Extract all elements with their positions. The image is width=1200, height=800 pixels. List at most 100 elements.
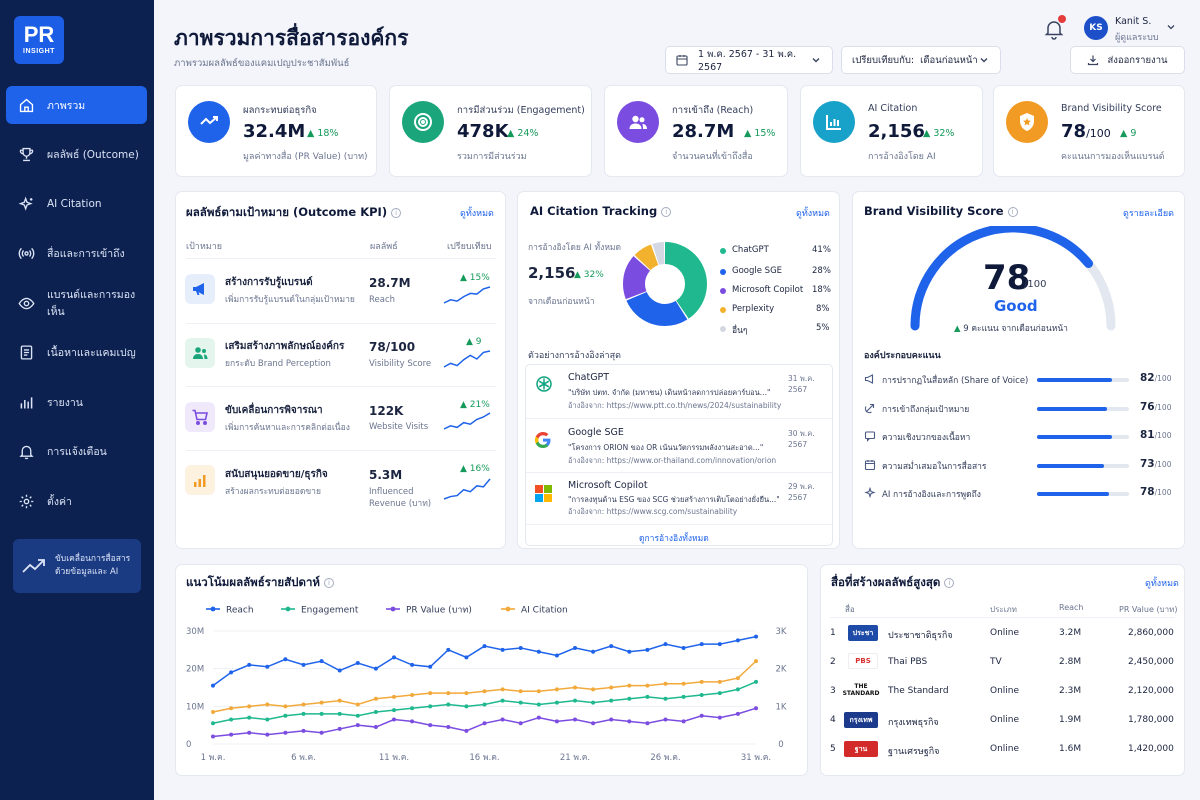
x-tick: 11 พ.ค. <box>379 753 409 763</box>
stat-label: การเข้าถึง (Reach) <box>672 105 754 116</box>
y-tick-right: 2K <box>776 665 787 675</box>
series-point <box>645 683 650 688</box>
series-point <box>482 721 487 726</box>
chevron-down-icon[interactable] <box>1166 22 1176 32</box>
series-point <box>410 719 415 724</box>
kpi-row-value: 122K <box>369 404 404 418</box>
media-rank: 1 <box>830 628 836 638</box>
series-point <box>211 734 215 739</box>
stat-icon-bg <box>617 101 659 143</box>
citation-donut-chart <box>623 242 707 326</box>
citation-view-all-link[interactable]: ดูทั้งหมด <box>796 209 830 219</box>
series-point <box>627 719 632 724</box>
sidebar-item-label: ภาพรวม <box>47 99 86 112</box>
bar-chart-icon <box>826 115 841 130</box>
stat-change: ▲ 18% <box>307 128 339 139</box>
calendar-icon <box>864 460 876 471</box>
sidebar-item-overview[interactable]: ภาพรวม <box>6 86 147 124</box>
stat-sub: มูลค่าทางสื่อ (PR Value) (บาท) <box>243 152 368 162</box>
series-point <box>373 709 378 714</box>
table-row[interactable]: 1 ประชา ประชาชาติธุรกิจ Online 3.2M 2,86… <box>828 620 1176 646</box>
citation-example-item[interactable]: ChatGPT 31 พ.ค. 2567 "บริษัท ปตท. จำกัด … <box>526 366 832 420</box>
sidebar-item-settings[interactable]: ตั้งค่า <box>6 482 147 520</box>
user-role: ผู้ดูแลระบบ <box>1115 33 1159 43</box>
series-point <box>699 713 704 718</box>
broadcast-icon <box>18 247 35 260</box>
sidebar-item-content[interactable]: เนื้อหาและแคมเปญ <box>6 334 147 372</box>
sidebar-item-outcome[interactable]: ผลลัพธ์ (Outcome) <box>6 136 147 174</box>
series-point <box>554 687 559 692</box>
view-all-citations-link[interactable]: ดูการอ้างอิงทั้งหมด <box>639 534 709 544</box>
bell-icon <box>19 445 34 460</box>
media-view-all-link[interactable]: ดูทั้งหมด <box>1145 579 1179 589</box>
citation-example-item[interactable]: Google SGE 30 พ.ค. 2567 "โครงการ ORION ข… <box>526 421 832 475</box>
stat-change: ▲ 15% <box>744 128 776 139</box>
sparkline-line <box>443 412 491 430</box>
x-tick: 1 พ.ค. <box>201 753 226 763</box>
citation-source: Google SGE <box>568 427 624 438</box>
stat-card-ai-citation[interactable]: AI Citation 2,156 ▲ 32% การอ้างอิงโดย AI <box>800 85 983 177</box>
table-row[interactable]: 2 PBS Thai PBS TV 2.8M 2,450,000 <box>828 649 1176 675</box>
series-point <box>754 706 758 711</box>
stat-change: ▲ 9 <box>1120 128 1137 139</box>
date-range-picker[interactable]: 1 พ.ค. 2567 - 31 พ.ค. 2567 <box>665 46 833 74</box>
series-point <box>319 730 324 735</box>
stat-card-brand-visibility[interactable]: Brand Visibility Score 78/100 ▲ 9 คะแนนก… <box>993 85 1185 177</box>
legend-label: Microsoft Copilot <box>732 285 804 295</box>
table-row[interactable]: 4 กรุงเทพ กรุงเทพธุรกิจ Online 1.9M 1,78… <box>828 707 1176 733</box>
series-point <box>699 642 704 647</box>
y-tick-right: 1K <box>776 702 787 712</box>
citation-example-item[interactable]: Microsoft Copilot 29 พ.ค. 2567 "การลงทุน… <box>526 476 832 530</box>
promo-banner[interactable]: ขับเคลื่อนการสื่อสาร ด้วยข้อมูลและ AI <box>13 539 141 593</box>
media-reach: 1.9M <box>1059 715 1082 725</box>
export-report-button[interactable]: ส่งออกรายงาน <box>1070 46 1185 74</box>
info-icon[interactable]: i <box>944 577 955 588</box>
sidebar-item-ai-citation[interactable]: AI Citation <box>6 185 147 223</box>
chatgpt-icon <box>536 376 552 392</box>
sidebar-item-media[interactable]: สื่อและการเข้าถึง <box>6 235 147 273</box>
legend-value: 28% <box>812 266 831 276</box>
table-row[interactable]: 5 ฐาน ฐานเศรษฐกิจ Online 1.6M 1,420,000 <box>828 736 1176 762</box>
sparkline-line <box>443 286 491 304</box>
app-logo[interactable]: PR INSIGHT <box>14 16 64 64</box>
media-pr-value: 2,450,000 <box>1128 657 1174 667</box>
factor-bar <box>1037 492 1129 496</box>
kpi-icon-bg <box>185 465 215 495</box>
citation-total-sub: จากเดือนก่อนหน้า <box>528 297 595 307</box>
compare-select[interactable]: เปรียบเทียบกับ: เดือนก่อนหน้า <box>841 46 1001 74</box>
sidebar-item-reports[interactable]: รายงาน <box>6 383 147 421</box>
info-icon[interactable]: i <box>661 206 672 217</box>
donut-slice <box>623 242 707 326</box>
factor-bar-fill <box>1037 378 1113 382</box>
factor-label: ความเชิงบวกของเนื้อหา <box>882 433 971 443</box>
sidebar-item-alerts[interactable]: การแจ้งเตือน <box>6 433 147 471</box>
info-icon[interactable]: i <box>323 577 334 588</box>
series-point <box>554 700 559 705</box>
info-icon[interactable]: i <box>391 207 402 218</box>
kpi-row-title: สร้างการรับรู้แบรนด์ <box>225 277 313 288</box>
visibility-gauge <box>910 226 1116 331</box>
stat-card-business-impact[interactable]: ผลกระทบต่อธุรกิจ 32.4M ▲ 18% มูลค่าทางสื… <box>175 85 377 177</box>
legend-marker <box>505 606 511 612</box>
sidebar-item-brand[interactable]: แบรนด์และการมองเห็น <box>6 284 147 322</box>
media-type: Online <box>990 628 1020 638</box>
y-tick-left: 30M <box>186 627 204 637</box>
series-point <box>645 721 650 726</box>
kpi-view-all-link[interactable]: ดูทั้งหมด <box>460 209 494 219</box>
info-icon[interactable]: i <box>1007 206 1018 217</box>
notification-button[interactable] <box>1044 15 1066 40</box>
y-tick-right: 3K <box>776 627 787 637</box>
series-point <box>265 664 270 669</box>
stat-card-reach[interactable]: การเข้าถึง (Reach) 28.7M ▲ 15% จำนวนคนที… <box>604 85 788 177</box>
series-point <box>211 683 215 688</box>
citation-total-change: ▲ 32% <box>574 270 604 280</box>
avatar[interactable]: KS <box>1084 16 1108 40</box>
series-point <box>392 655 396 660</box>
series-point <box>500 717 505 722</box>
kpi-row-metric: Visibility Score <box>369 359 432 369</box>
table-row[interactable]: 3 THE STANDARD The Standard Online 2.3M … <box>828 678 1176 704</box>
visibility-details-link[interactable]: ดูรายละเอียด <box>1123 209 1174 219</box>
stat-card-engagement[interactable]: การมีส่วนร่วม (Engagement) 478K ▲ 24% รว… <box>389 85 592 177</box>
kpi-sparkline <box>443 412 491 430</box>
series-point <box>663 717 668 722</box>
